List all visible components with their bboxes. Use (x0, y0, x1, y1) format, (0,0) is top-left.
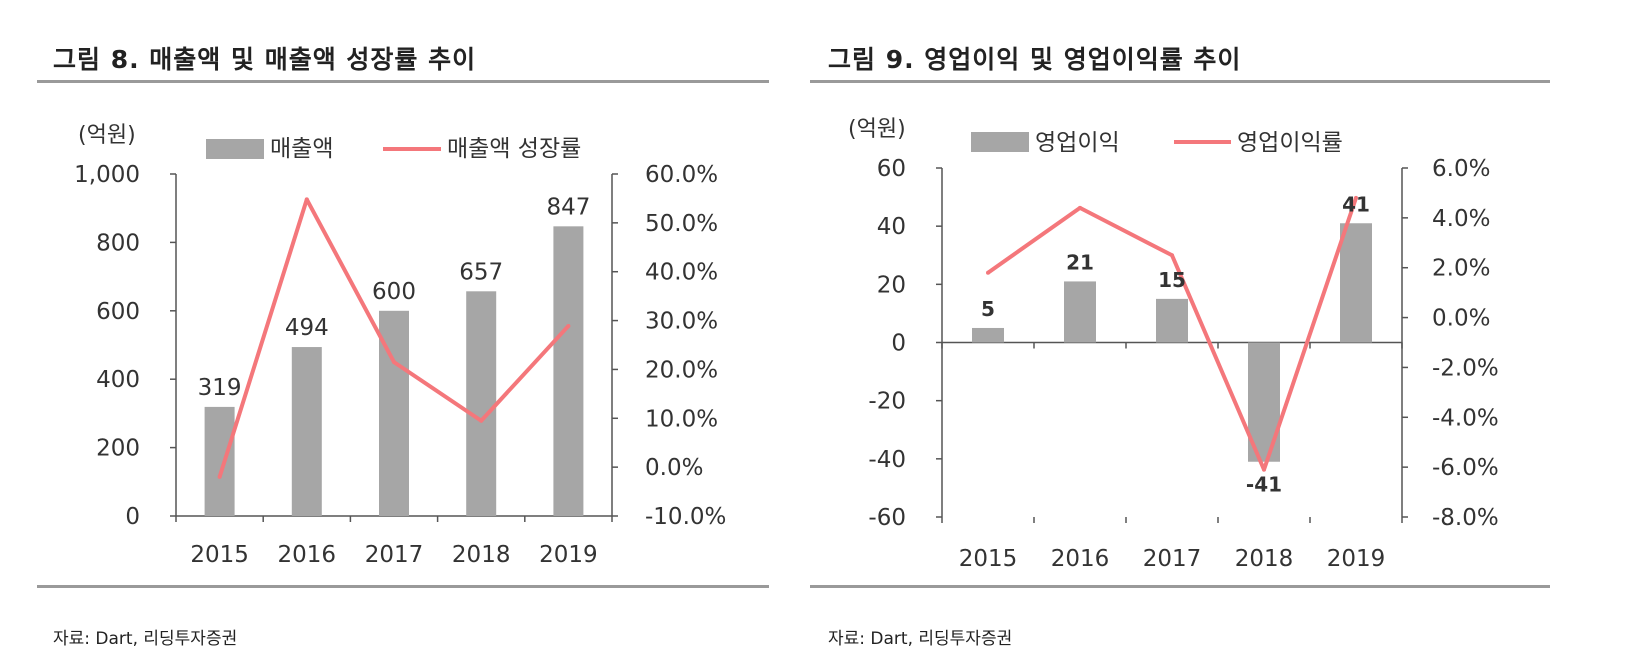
figure-8-top-rule (37, 80, 769, 83)
line-point-2017 (1170, 253, 1174, 258)
right-tick-label: 0.0% (1432, 306, 1490, 332)
left-tick-label: 400 (96, 367, 140, 393)
right-tick-label: 20.0% (645, 357, 718, 383)
legend-bar-swatch (206, 139, 264, 159)
x-tick-label: 2016 (278, 542, 337, 568)
left-tick-label: -60 (868, 505, 906, 531)
figure-8-title: 그림 8. 매출액 및 매출액 성장률 추이 (53, 45, 477, 74)
x-tick-label: 2019 (539, 542, 598, 568)
data-label-2016: 494 (285, 315, 329, 341)
data-label-2016: 21 (1066, 250, 1094, 274)
x-tick-label: 2019 (1327, 546, 1386, 572)
right-tick-label: -2.0% (1432, 355, 1499, 381)
unit-label: (억원) (78, 123, 136, 148)
right-tick-label: -8.0% (1432, 505, 1499, 531)
legend-bar-swatch (971, 132, 1029, 152)
bar-2016 (291, 347, 322, 516)
x-tick-label: 2016 (1051, 546, 1110, 572)
bar-2019 (1340, 223, 1372, 343)
left-tick-label: 200 (96, 436, 140, 462)
legend-bar-label: 매출액 (270, 136, 333, 162)
line-point-2015 (217, 474, 222, 479)
figure-9-panel: 그림 9. 영업이익 및 영업이익률 추이 (억원) -60 -40 -20 0 20 40… (810, 0, 1626, 661)
x-tick-label: 2017 (1143, 546, 1202, 572)
figure-9-chart: (억원) -60 -40 -20 0 20 40 60 -8.0% -6.0% -4.0% -2.0%… (848, 117, 1499, 572)
x-tick-label: 2018 (452, 542, 511, 568)
left-tick-label: 40 (877, 214, 906, 240)
data-label-2019: 41 (1342, 192, 1370, 216)
bar-2015 (204, 406, 235, 516)
right-tick-label: -4.0% (1432, 405, 1499, 431)
data-label-2018: 657 (459, 259, 503, 285)
left-tick-label: 60 (877, 156, 906, 182)
bar-2016 (1064, 281, 1096, 343)
bar-2015 (972, 327, 1004, 343)
line-point-2018 (479, 418, 484, 423)
right-tick-label: 10.0% (645, 406, 718, 432)
bar-2018 (466, 291, 497, 516)
right-tick-label: 0.0% (645, 455, 703, 481)
figure-8-panel: 그림 8. 매출액 및 매출액 성장률 추이 (억원) 0 200 400 600 800… (0, 0, 810, 661)
left-tick-label: 800 (96, 230, 140, 256)
figure-9-title: 그림 9. 영업이익 및 영업이익률 추이 (828, 45, 1242, 74)
data-label-2017: 15 (1158, 268, 1186, 292)
figure-9-source: 자료: Dart, 리딩투자증권 (828, 629, 1013, 649)
left-tick-label: -40 (868, 447, 906, 473)
legend-line-label: 영업이익률 (1237, 130, 1343, 156)
right-tick-label: 60.0% (645, 162, 718, 188)
x-tick-label: 2018 (1235, 546, 1294, 572)
right-tick-label: 4.0% (1432, 206, 1490, 232)
data-label-2015: 319 (198, 375, 242, 401)
bar-2017 (1156, 298, 1188, 343)
line-point-2016 (1078, 205, 1082, 210)
data-label-2015: 5 (981, 297, 995, 321)
data-label-2018: -41 (1246, 473, 1282, 497)
left-tick-label: 0 (891, 331, 906, 357)
legend-line-label: 매출액 성장률 (447, 136, 581, 162)
right-tick-label: -10.0% (645, 504, 726, 530)
left-tick-label: 0 (125, 504, 140, 530)
data-label-2017: 600 (372, 279, 416, 305)
figure-9-top-rule (810, 80, 1550, 83)
right-tick-label: 30.0% (645, 309, 718, 335)
right-tick-label: 40.0% (645, 260, 718, 286)
figure-9-bottom-rule (810, 585, 1550, 588)
left-tick-label: 1,000 (74, 162, 140, 188)
legend-bar-label: 영업이익 (1035, 130, 1120, 156)
x-tick-label: 2015 (959, 546, 1018, 572)
figure-8-bottom-rule (37, 585, 769, 588)
x-tick-label: 2015 (190, 542, 249, 568)
unit-label: (억원) (848, 117, 906, 142)
right-tick-label: 6.0% (1432, 156, 1490, 182)
left-tick-label: 20 (877, 272, 906, 298)
line-point-2018 (1262, 467, 1266, 472)
right-tick-label: -6.0% (1432, 455, 1499, 481)
line-point-2019 (1354, 195, 1358, 200)
right-tick-label: 2.0% (1432, 256, 1490, 282)
left-tick-label: -20 (868, 389, 906, 415)
figure-8-source: 자료: Dart, 리딩투자증권 (53, 629, 238, 649)
line-point-2017 (392, 360, 396, 365)
right-tick-label: 50.0% (645, 211, 718, 237)
figure-8-chart: (억원) 0 200 400 600 800 1,000 -10.0% 0.0% 10.0% 20.… (74, 123, 726, 568)
data-label-2019: 847 (546, 194, 590, 220)
bar-2019 (553, 226, 584, 517)
line-point-2019 (566, 323, 571, 328)
left-tick-label: 600 (96, 299, 140, 325)
line-point-2016 (304, 197, 309, 202)
line-point-2015 (986, 270, 990, 275)
x-tick-label: 2017 (365, 542, 424, 568)
